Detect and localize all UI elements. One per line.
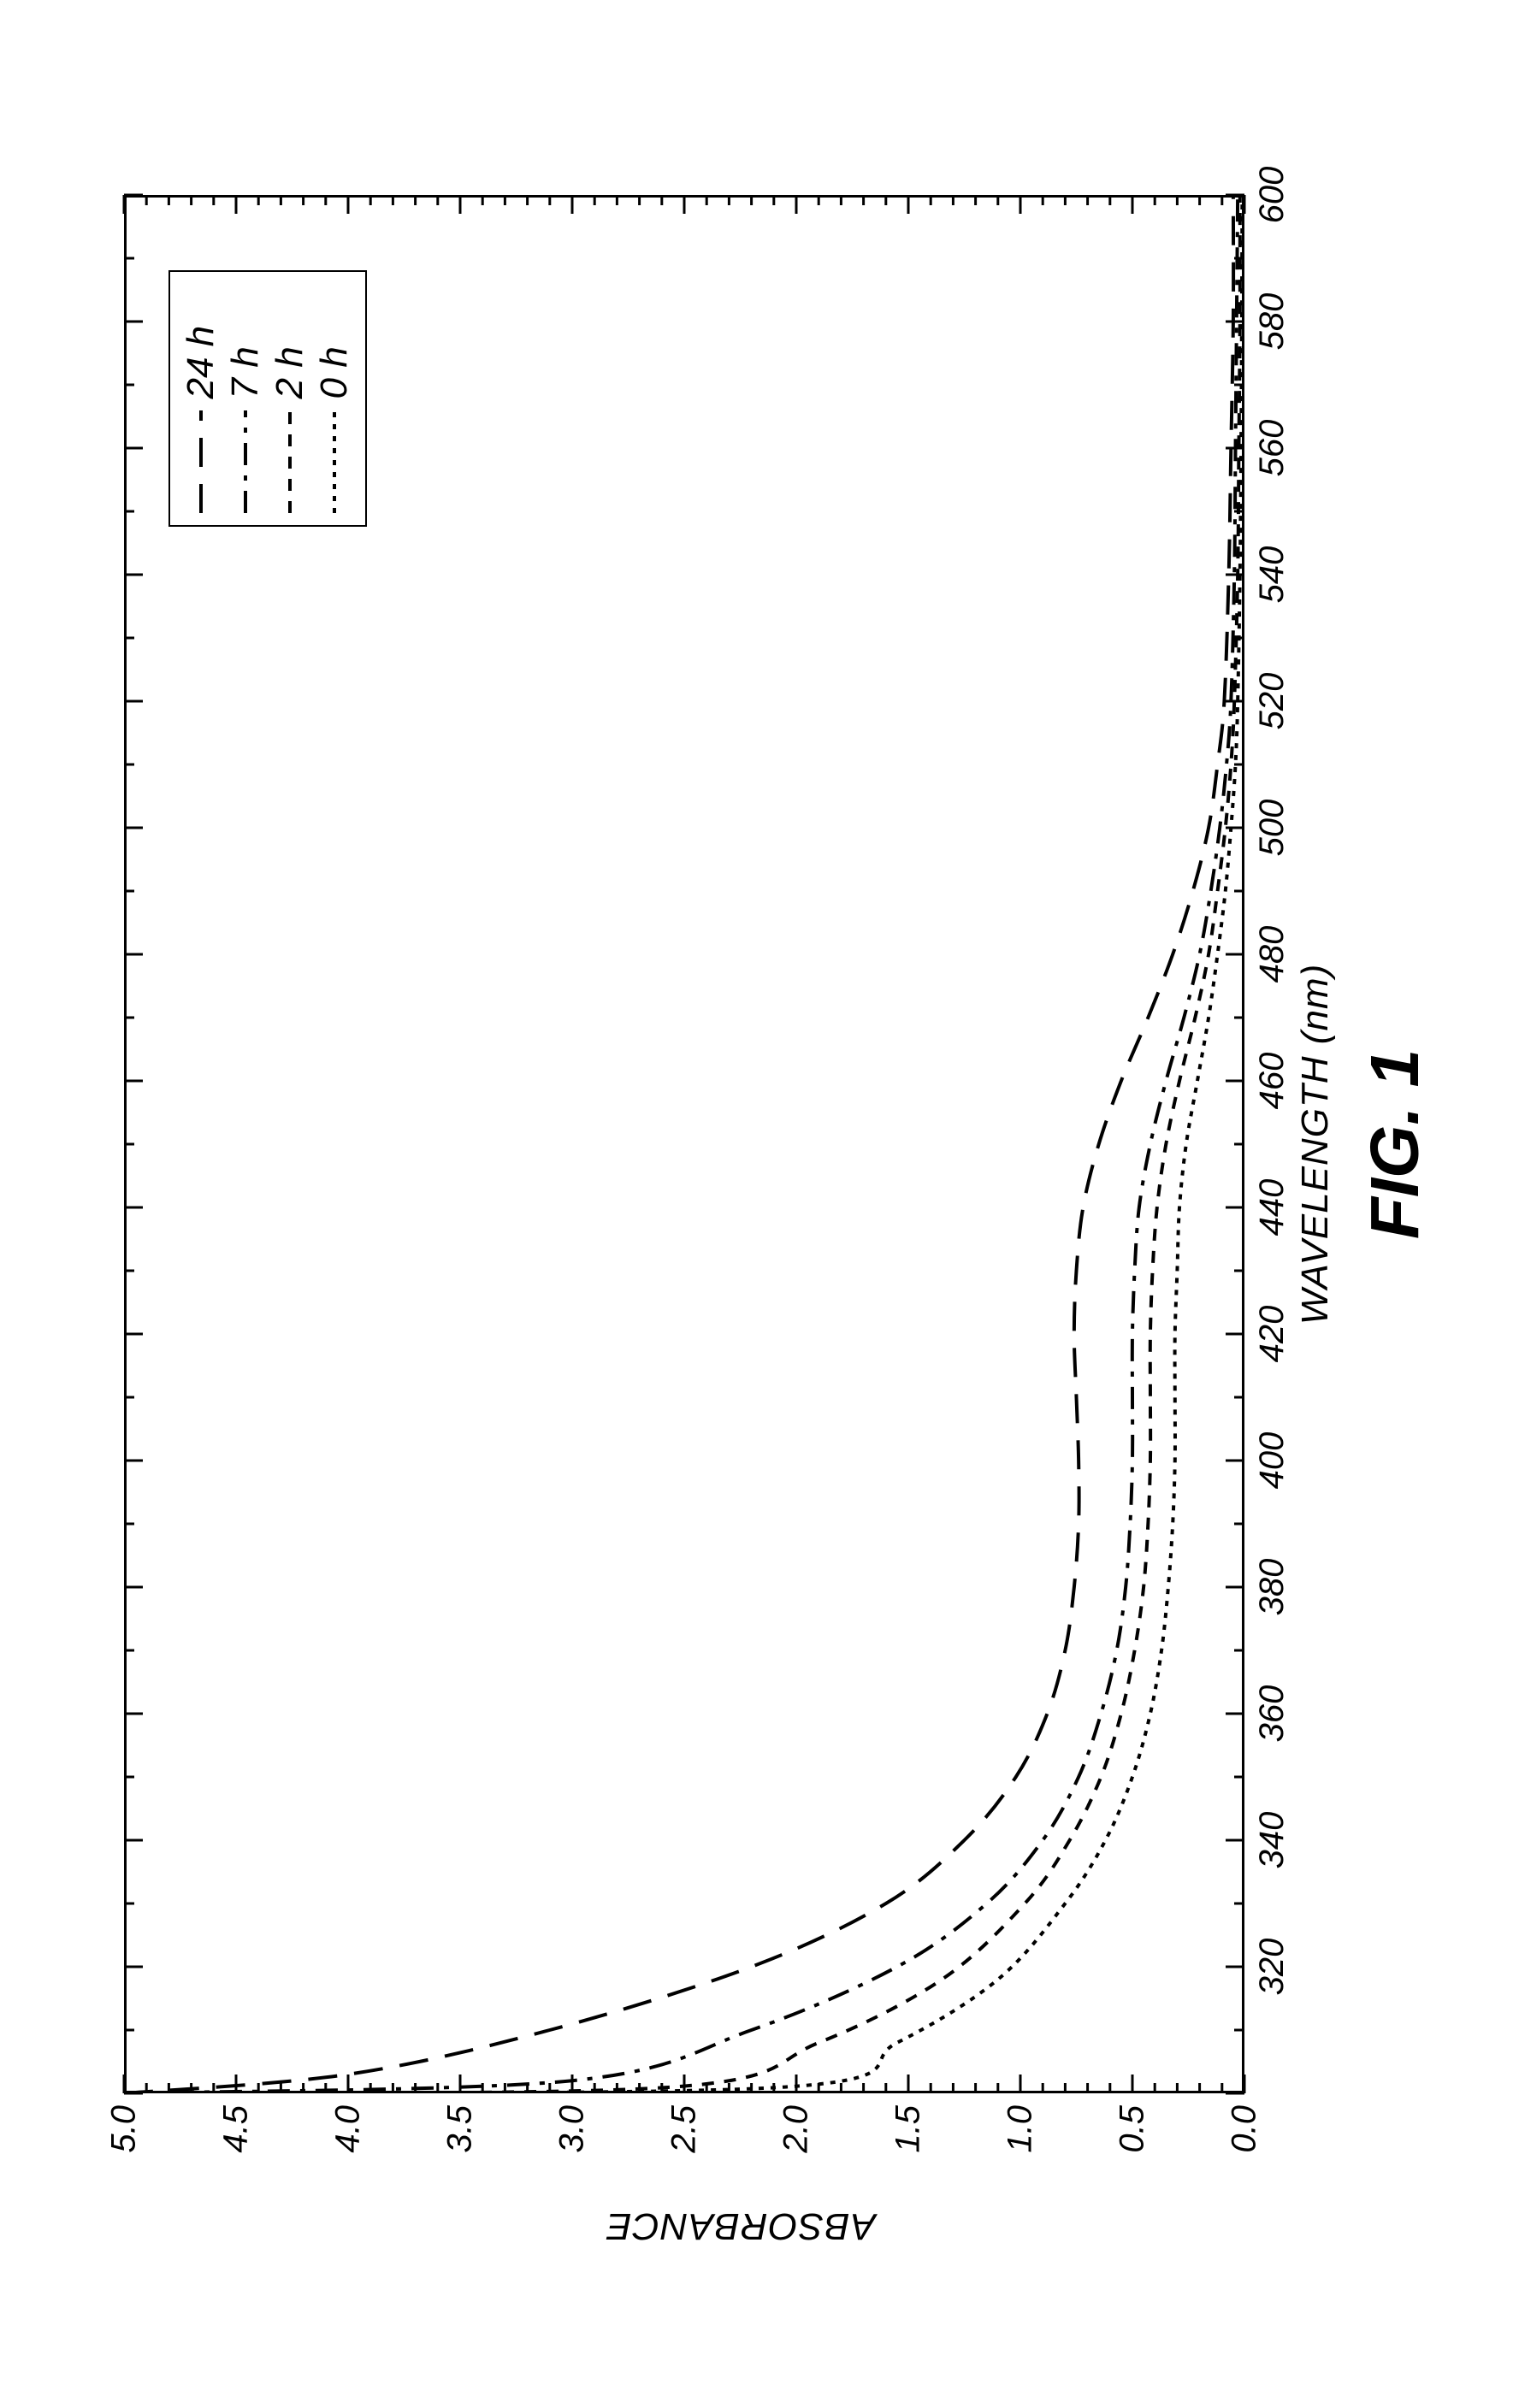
x-tick-label: 520 <box>1253 673 1291 730</box>
x-tick-label: 340 <box>1253 1812 1291 1869</box>
x-tick-label: 460 <box>1253 1053 1291 1110</box>
y-tick-label: 0.5 <box>1113 2105 1151 2153</box>
x-tick-label: 480 <box>1253 926 1291 983</box>
legend-label: 24 h <box>180 326 222 399</box>
y-axis-label: ABSORBANCE <box>605 2204 875 2247</box>
y-tick-label: 4.5 <box>216 2105 255 2153</box>
y-tick-label: 0.0 <box>1225 2105 1263 2153</box>
x-tick-label: 380 <box>1253 1559 1291 1616</box>
legend-swatch <box>179 411 223 514</box>
legend-item: 24 h <box>179 285 223 514</box>
x-tick-label: 540 <box>1253 546 1291 604</box>
chart-container: 24 h7 h2 h0 h WAVELENGTH (nm) ABSORBANCE… <box>90 135 1424 2273</box>
x-tick-label: 360 <box>1253 1685 1291 1743</box>
legend-item: 0 h <box>312 285 357 514</box>
x-tick-label: 560 <box>1253 420 1291 477</box>
legend-item: 7 h <box>223 285 268 514</box>
x-tick-label: 440 <box>1253 1179 1291 1236</box>
legend-swatch <box>312 411 357 514</box>
legend: 24 h7 h2 h0 h <box>168 271 367 528</box>
legend-label: 7 h <box>224 346 267 398</box>
legend-swatch <box>268 411 312 514</box>
legend-label: 2 h <box>269 346 311 398</box>
x-tick-label: 580 <box>1253 293 1291 351</box>
y-tick-label: 2.0 <box>777 2105 815 2153</box>
y-tick-label: 1.0 <box>1001 2105 1039 2153</box>
y-tick-label: 1.5 <box>889 2105 927 2153</box>
x-tick-label: 420 <box>1253 1306 1291 1363</box>
y-tick-label: 3.0 <box>553 2105 591 2153</box>
y-tick-label: 4.0 <box>328 2105 367 2153</box>
legend-swatch <box>223 411 268 514</box>
x-tick-label: 600 <box>1253 167 1291 224</box>
figure-caption: FIG. 1 <box>1356 1049 1434 1239</box>
legend-item: 2 h <box>268 285 312 514</box>
x-tick-label: 320 <box>1253 1939 1291 1996</box>
x-tick-label: 400 <box>1253 1432 1291 1490</box>
y-tick-label: 5.0 <box>104 2105 143 2153</box>
y-tick-label: 2.5 <box>665 2105 703 2153</box>
legend-label: 0 h <box>313 346 356 398</box>
x-axis-label: WAVELENGTH (nm) <box>1294 964 1337 1325</box>
x-tick-label: 500 <box>1253 800 1291 857</box>
y-tick-label: 3.5 <box>440 2105 479 2153</box>
